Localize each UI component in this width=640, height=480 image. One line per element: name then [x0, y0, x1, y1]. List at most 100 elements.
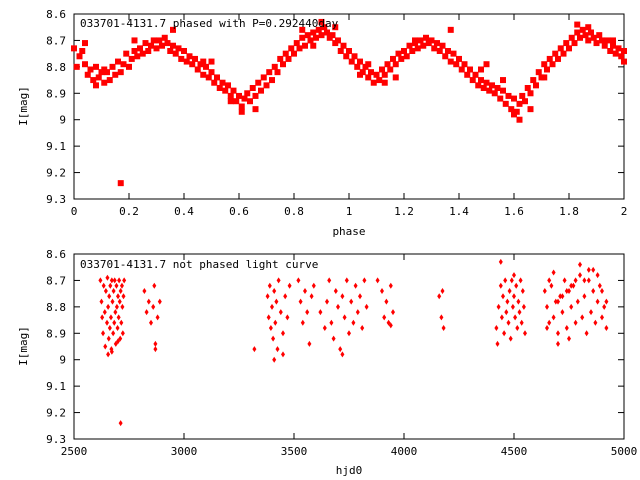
data-point [252, 92, 259, 99]
data-point [291, 50, 297, 57]
data-point [155, 314, 160, 321]
data-point [403, 53, 410, 60]
data-point [247, 98, 253, 105]
data-point [574, 21, 581, 28]
data-point [517, 309, 522, 316]
data-point [73, 63, 80, 70]
data-point [101, 79, 108, 86]
data-point [595, 272, 600, 279]
data-point [621, 48, 627, 54]
data-point [225, 82, 231, 89]
data-point [255, 79, 262, 86]
data-point [252, 346, 257, 353]
data-point [511, 95, 517, 102]
plot-frame [73, 253, 625, 440]
data-point [527, 106, 534, 113]
data-point [496, 303, 501, 310]
data-point [349, 298, 354, 305]
data-point [384, 61, 391, 68]
data-point [431, 45, 438, 52]
data-point [557, 45, 564, 52]
data-point [502, 330, 507, 337]
data-point [106, 335, 111, 342]
data-point [222, 87, 229, 94]
data-point [208, 69, 215, 76]
data-point [325, 298, 329, 305]
x-tick-label: 1.4 [449, 205, 469, 218]
data-point [120, 61, 127, 68]
data-point [478, 77, 484, 84]
data-point [544, 66, 550, 73]
data-point [556, 298, 560, 305]
data-point [505, 92, 512, 99]
data-point [388, 322, 393, 329]
data-point [491, 90, 498, 97]
data-point [79, 48, 86, 54]
x-tick-label: 0.8 [284, 205, 304, 218]
data-point [563, 40, 570, 47]
data-point [365, 74, 372, 81]
data-point [610, 37, 616, 44]
data-point [214, 74, 220, 81]
data-point [615, 45, 622, 52]
data-point [365, 61, 372, 68]
data-point [518, 277, 523, 284]
data-point [112, 71, 119, 78]
data-point [137, 45, 143, 52]
data-point [318, 32, 325, 39]
data-point [119, 282, 124, 289]
data-point [420, 42, 427, 49]
data-point [321, 24, 328, 31]
y-tick-label: 9.2 [46, 167, 66, 180]
data-point [585, 24, 592, 31]
x-tick-label: 0.2 [119, 205, 139, 218]
data-point [336, 303, 340, 310]
data-point [558, 293, 563, 300]
data-point [523, 330, 527, 337]
data-point [82, 61, 88, 68]
data-point [567, 335, 571, 342]
data-point [373, 71, 380, 78]
data-point [610, 42, 616, 49]
data-point [571, 40, 578, 47]
unphased-light-curve-panel: 2500 3000 3500 4000 4500 5000 8.6 8.7 8.8 8.9 9 9.… [17, 248, 637, 477]
data-point [555, 55, 561, 62]
data-point [516, 298, 521, 305]
data-point [520, 288, 525, 294]
y-tick-label: 8.6 [46, 8, 66, 21]
data-point [388, 282, 393, 289]
data-point [271, 335, 276, 342]
data-point [153, 340, 158, 347]
x-tick-label: 1 [346, 205, 353, 218]
data-point [364, 303, 369, 310]
data-point [211, 79, 218, 86]
data-point [333, 288, 338, 294]
data-point [183, 58, 190, 65]
data-point [108, 314, 113, 321]
data-point [469, 77, 476, 84]
y-tick-label: 8.8 [46, 301, 66, 314]
data-point [82, 40, 88, 47]
data-point [156, 37, 163, 44]
data-point [607, 48, 614, 54]
data-point [71, 45, 77, 52]
data-point [382, 314, 387, 321]
data-point [556, 330, 560, 337]
data-point [205, 74, 212, 81]
data-point [109, 348, 114, 355]
y-tick-label: 9.1 [46, 140, 66, 153]
data-point [447, 58, 454, 65]
data-point [311, 282, 316, 289]
data-point [347, 330, 351, 337]
data-point [114, 282, 119, 289]
data-point [116, 293, 120, 300]
data-point [566, 45, 572, 52]
data-point [472, 71, 479, 78]
y-axis-label: I[mag] [17, 86, 30, 126]
data-point [567, 288, 571, 294]
data-point [296, 45, 303, 52]
data-point [76, 53, 83, 60]
data-point [343, 53, 350, 60]
y-axis-label: I[mag] [17, 326, 30, 366]
data-point [119, 319, 124, 326]
